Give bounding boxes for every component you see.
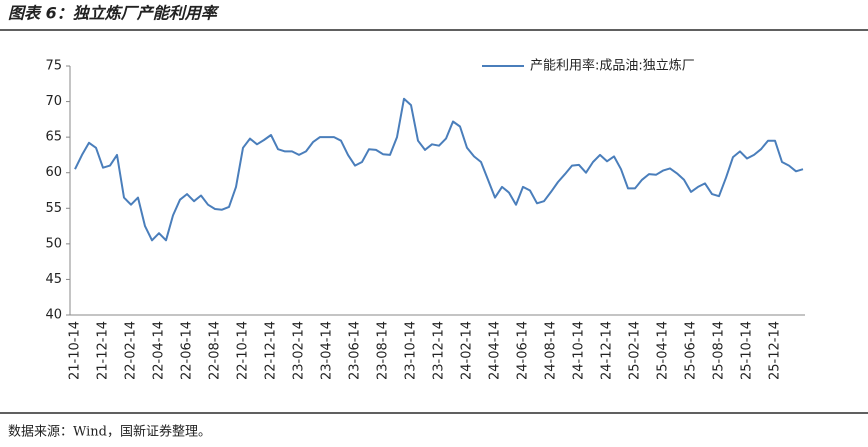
x-tick-label: 23-10-14 xyxy=(404,321,419,380)
x-tick-label: 23-06-14 xyxy=(348,321,363,380)
x-tick-label: 24-02-14 xyxy=(460,321,475,380)
x-tick-label: 24-08-14 xyxy=(544,321,559,380)
y-tick-label: 75 xyxy=(45,59,62,74)
source-note: 数据来源：Wind，国新证券整理。 xyxy=(8,424,211,440)
x-tick-label: 25-06-14 xyxy=(684,321,699,380)
x-tick-label: 25-10-14 xyxy=(740,321,755,380)
x-tick-label: 23-08-14 xyxy=(376,321,391,380)
x-tick-label: 23-12-14 xyxy=(432,321,447,380)
x-tick-label: 24-06-14 xyxy=(516,321,531,380)
x-tick-label: 24-10-14 xyxy=(572,321,587,380)
chart-title: 图表 6：独立炼厂产能利用率 xyxy=(8,4,220,23)
y-tick-label: 60 xyxy=(45,165,62,180)
x-tick-label: 24-12-14 xyxy=(600,321,615,380)
x-tick-label: 21-10-14 xyxy=(68,321,83,380)
x-tick-label: 22-08-14 xyxy=(208,321,223,380)
x-tick-label: 23-02-14 xyxy=(292,321,307,380)
y-tick-label: 55 xyxy=(45,201,62,216)
x-tick-label: 22-06-14 xyxy=(180,321,195,380)
x-tick-label: 21-12-14 xyxy=(96,321,111,380)
y-tick-label: 40 xyxy=(45,308,62,323)
x-tick-label: 23-04-14 xyxy=(320,321,335,380)
x-tick-label: 25-12-14 xyxy=(768,321,783,380)
x-tick-label: 25-04-14 xyxy=(656,321,671,380)
legend-label: 产能利用率:成品油:独立炼厂 xyxy=(530,58,695,74)
x-tick-label: 24-04-14 xyxy=(488,321,503,380)
x-tick-label: 25-02-14 xyxy=(628,321,643,380)
data-line xyxy=(74,97,804,242)
y-tick-label: 50 xyxy=(45,236,62,251)
x-tick-label: 22-02-14 xyxy=(124,321,139,380)
y-tick-label: 45 xyxy=(45,272,62,287)
x-tick-label: 22-04-14 xyxy=(152,321,167,380)
y-tick-label: 70 xyxy=(45,94,62,109)
x-tick-label: 22-12-14 xyxy=(264,321,279,380)
y-tick-label: 65 xyxy=(45,130,62,145)
x-tick-label: 22-10-14 xyxy=(236,321,251,380)
x-tick-label: 25-08-14 xyxy=(712,321,727,380)
